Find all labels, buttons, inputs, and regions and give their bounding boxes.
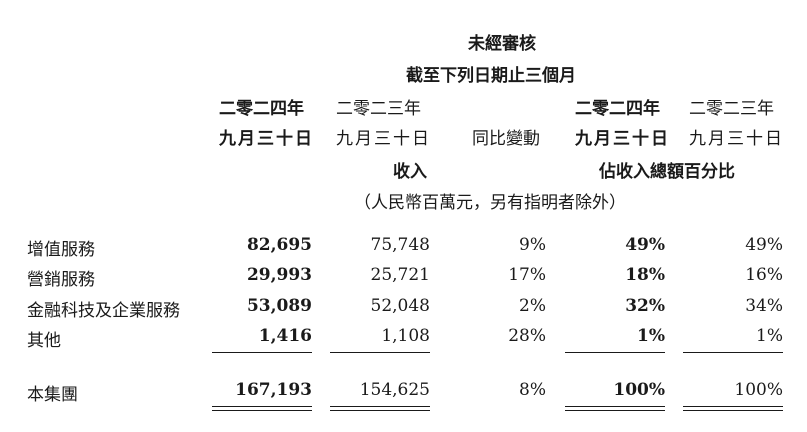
row-label: 增值服務 <box>27 240 95 260</box>
row-label: 營銷服務 <box>27 270 95 290</box>
total-double-rule <box>565 406 665 407</box>
total-double-rule <box>212 406 312 407</box>
period-heading: 截至下列日期止三個月 <box>406 66 576 86</box>
total-pct-2023: 100% <box>734 380 783 400</box>
value-2024: 82,695 <box>246 235 312 255</box>
total-2024: 167,193 <box>235 380 312 400</box>
total-double-rule <box>330 406 430 407</box>
subtotal-rule <box>683 352 783 353</box>
col5-year: 二零二三年 <box>689 99 774 119</box>
total-pct-2024: 100% <box>613 380 665 400</box>
total-double-rule <box>683 406 783 407</box>
yoy-change: 17% <box>508 265 546 285</box>
pct-2024: 18% <box>625 265 665 285</box>
yoy-change: 9% <box>519 235 546 255</box>
total-yoy: 8% <box>519 380 546 400</box>
col2-year: 二零二三年 <box>336 99 421 119</box>
row-label: 金融科技及企業服務 <box>27 301 180 321</box>
total-label: 本集團 <box>27 385 78 405</box>
total-double-rule <box>683 410 783 411</box>
total-double-rule <box>565 410 665 411</box>
value-2023: 52,048 <box>370 296 430 316</box>
pct-2023: 49% <box>745 235 783 255</box>
pct-2023: 1% <box>756 326 783 346</box>
total-2023: 154,625 <box>359 380 430 400</box>
pct-2024: 1% <box>637 326 665 346</box>
col1-date: 九月三十日 <box>219 129 314 149</box>
subtotal-rule <box>565 352 665 353</box>
total-double-rule <box>330 410 430 411</box>
col4-year: 二零二四年 <box>575 99 660 119</box>
pct-2023: 16% <box>745 265 783 285</box>
subtotal-rule <box>330 352 430 353</box>
subtotal-rule <box>212 352 312 353</box>
total-double-rule <box>212 410 312 411</box>
percentage-label: 佔收入總額百分比 <box>599 162 735 182</box>
value-2023: 1,108 <box>381 326 430 346</box>
pct-2023: 34% <box>745 296 783 316</box>
revenue-label: 收入 <box>393 162 427 182</box>
value-2024: 53,089 <box>246 296 312 316</box>
col3-change: 同比變動 <box>472 129 540 149</box>
pct-2024: 32% <box>625 296 665 316</box>
value-2023: 75,748 <box>370 235 430 255</box>
yoy-change: 2% <box>519 296 546 316</box>
col4-date: 九月三十日 <box>575 129 670 149</box>
col1-year: 二零二四年 <box>219 99 304 119</box>
col2-date: 九月三十日 <box>336 129 431 149</box>
unaudited-heading: 未經審核 <box>468 34 536 54</box>
yoy-change: 28% <box>508 326 546 346</box>
row-label: 其他 <box>27 331 61 351</box>
unit-note: （人民幣百萬元，另有指明者除外） <box>354 193 626 213</box>
value-2023: 25,721 <box>370 265 430 285</box>
col5-date: 九月三十日 <box>689 129 784 149</box>
pct-2024: 49% <box>625 235 665 255</box>
value-2024: 1,416 <box>258 326 312 346</box>
value-2024: 29,993 <box>246 265 312 285</box>
